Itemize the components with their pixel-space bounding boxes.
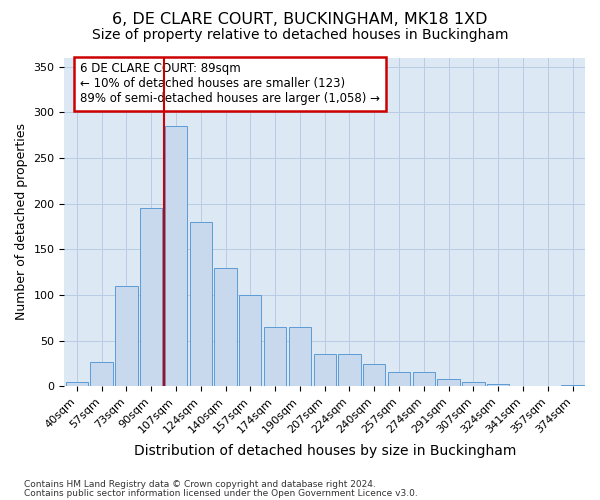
Bar [165, 126, 187, 386]
Bar [239, 295, 262, 386]
Bar [214, 268, 236, 386]
Bar [314, 354, 336, 386]
Text: Contains public sector information licensed under the Open Government Licence v3: Contains public sector information licen… [24, 488, 418, 498]
Text: 6 DE CLARE COURT: 89sqm
← 10% of detached houses are smaller (123)
89% of semi-d: 6 DE CLARE COURT: 89sqm ← 10% of detache… [80, 62, 380, 106]
Bar [91, 362, 113, 386]
Text: Size of property relative to detached houses in Buckingham: Size of property relative to detached ho… [92, 28, 508, 42]
Bar [462, 382, 485, 386]
Bar [115, 286, 137, 386]
Bar [190, 222, 212, 386]
Bar [562, 384, 584, 386]
Y-axis label: Number of detached properties: Number of detached properties [15, 124, 28, 320]
Text: 6, DE CLARE COURT, BUCKINGHAM, MK18 1XD: 6, DE CLARE COURT, BUCKINGHAM, MK18 1XD [112, 12, 488, 28]
Bar [388, 372, 410, 386]
Bar [363, 364, 385, 386]
Bar [413, 372, 435, 386]
X-axis label: Distribution of detached houses by size in Buckingham: Distribution of detached houses by size … [134, 444, 516, 458]
Bar [487, 384, 509, 386]
Bar [65, 382, 88, 386]
Text: Contains HM Land Registry data © Crown copyright and database right 2024.: Contains HM Land Registry data © Crown c… [24, 480, 376, 489]
Bar [437, 379, 460, 386]
Bar [140, 208, 163, 386]
Bar [289, 327, 311, 386]
Bar [338, 354, 361, 386]
Bar [264, 327, 286, 386]
